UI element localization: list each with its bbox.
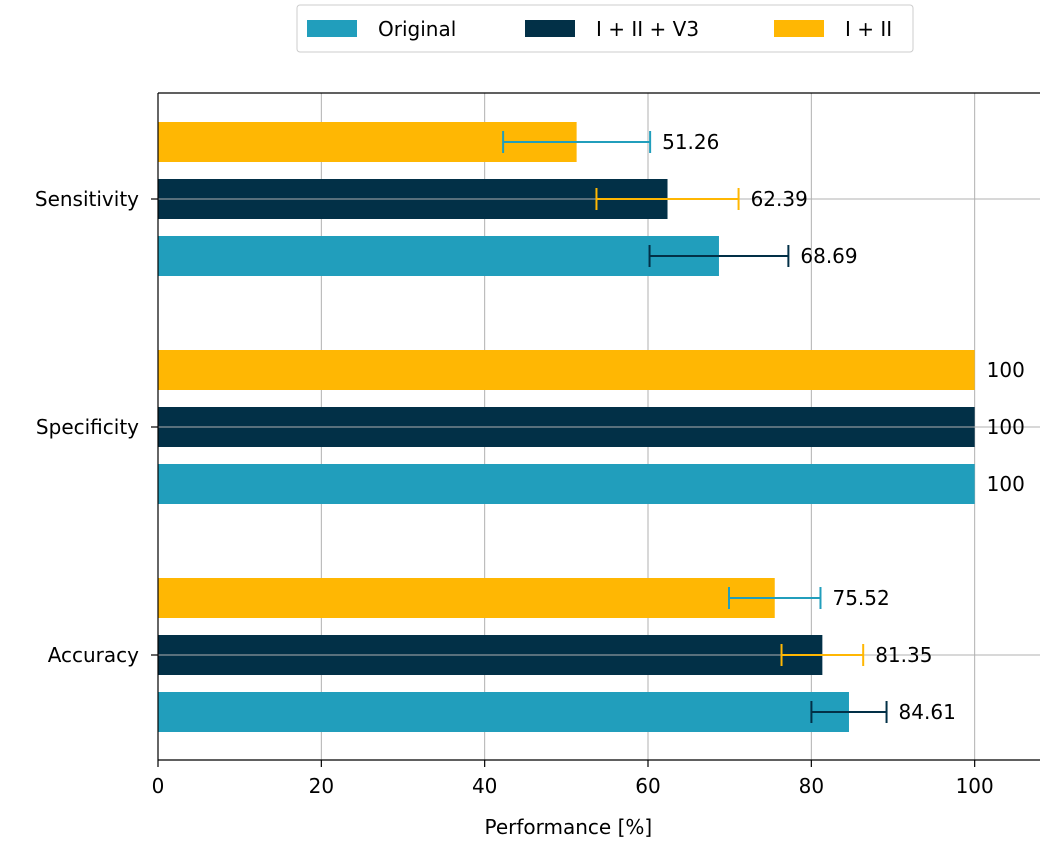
legend-swatch <box>774 20 824 37</box>
data-label: 75.52 <box>832 586 889 610</box>
legend-entry: Original <box>307 17 456 41</box>
data-label: 51.26 <box>662 130 719 154</box>
x-tick-label: 0 <box>152 774 165 798</box>
data-labels: 84.61 100 68.69 81.35 100 62.39 75.52 100 51.26 <box>662 130 1025 724</box>
legend-swatch <box>307 20 357 37</box>
bar <box>158 464 975 504</box>
y-tick-label: Accuracy <box>48 643 139 667</box>
x-tick-label: 80 <box>799 774 824 798</box>
legend-label: I + II <box>845 17 892 41</box>
axes: Performance [%] 0 20 40 60 80 100 Accuracy Spec… <box>35 92 1040 839</box>
bar <box>158 692 849 732</box>
error-bar <box>728 587 822 609</box>
legend: Original I + II + V3 I + II <box>296 4 914 53</box>
data-label: 100 <box>987 472 1025 496</box>
legend-entry: I + II <box>774 17 892 41</box>
data-label: 100 <box>987 415 1025 439</box>
x-tick-label: 40 <box>472 774 497 798</box>
data-label: 84.61 <box>899 700 956 724</box>
data-label: 81.35 <box>875 643 932 667</box>
x-tick-label: 60 <box>635 774 660 798</box>
bar <box>158 350 975 390</box>
x-axis-title: Performance [%] <box>484 815 652 839</box>
bar <box>158 578 775 618</box>
error-bar <box>595 188 740 210</box>
bar <box>158 236 719 276</box>
x-tick-label: 20 <box>309 774 334 798</box>
data-label: 62.39 <box>751 187 808 211</box>
x-tick-label: 100 <box>956 774 994 798</box>
legend-swatch <box>525 20 575 37</box>
data-label: 68.69 <box>800 244 857 268</box>
error-bar <box>648 245 790 267</box>
legend-frame <box>296 4 914 53</box>
error-bar <box>780 644 865 666</box>
y-tick-label: Sensitivity <box>35 187 139 211</box>
data-label: 100 <box>987 358 1025 382</box>
legend-entry: I + II + V3 <box>525 17 699 41</box>
legend-label: Original <box>378 17 456 41</box>
error-bar <box>810 701 888 723</box>
legend-label: I + II + V3 <box>596 17 699 41</box>
error-bars <box>502 131 888 723</box>
y-tick-label: Specificity <box>36 415 139 439</box>
error-bar <box>502 131 652 153</box>
